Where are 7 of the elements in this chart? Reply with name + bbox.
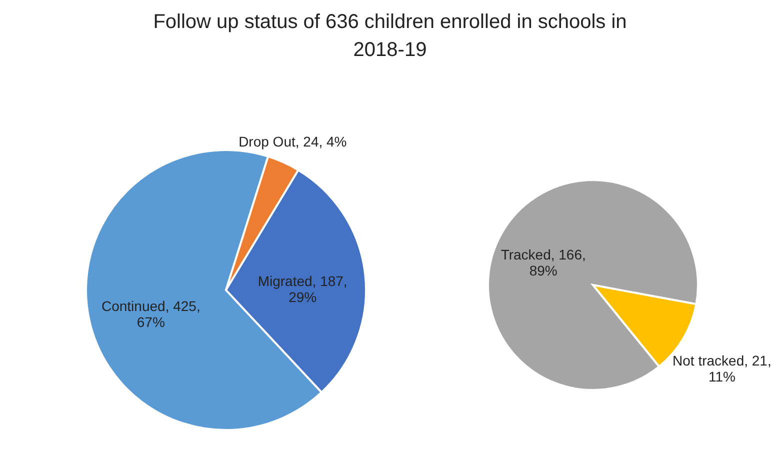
slice-label: Migrated, 187, 29% (258, 272, 348, 305)
slice-label: Continued, 425, 67% (101, 298, 200, 330)
slice-label: Drop Out, 24, 4% (238, 133, 347, 150)
pie-slice (487, 179, 699, 391)
slice-label: Not tracked, 21, 11% (672, 352, 772, 385)
slice-label: Tracked, 166, 89% (500, 246, 586, 278)
chart-title: Follow up status of 636 children enrolled in schools in 2018-19 (153, 11, 627, 61)
